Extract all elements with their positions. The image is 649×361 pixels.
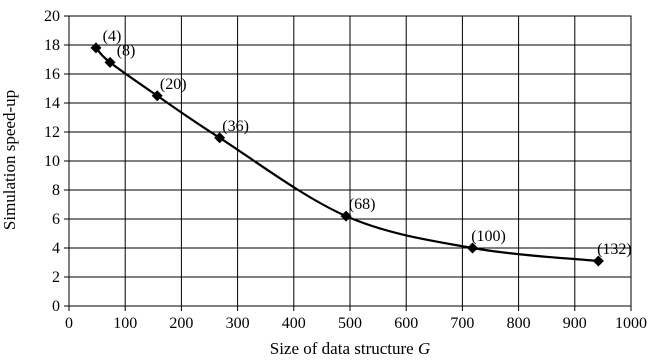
y-axis-title: Simulation speed-up [0, 90, 19, 230]
data-point-marker [104, 56, 116, 68]
series-line [95, 47, 599, 263]
x-tick-label: 0 [65, 315, 73, 332]
x-axis-title-italic: G [418, 339, 430, 358]
x-tick-label: 200 [169, 315, 193, 332]
y-tick-label: 6 [52, 211, 60, 228]
x-axis-title-text: Size of data structure [270, 339, 414, 358]
data-markers [90, 42, 604, 267]
y-tick-label: 12 [44, 124, 60, 141]
data-point-label: (4) [103, 28, 122, 45]
data-point-label: (68) [349, 196, 376, 213]
x-tick-label: 400 [282, 315, 306, 332]
x-tick-label: 1000 [615, 315, 647, 332]
data-labels: (4)(8) (20) (36) (68) (100) (132) [103, 28, 632, 258]
y-tick-label: 10 [44, 153, 60, 170]
x-tick-label: 300 [226, 315, 250, 332]
x-tick-label: 100 [113, 315, 137, 332]
x-tick-label: 900 [563, 315, 587, 332]
x-tick-label: 700 [450, 315, 474, 332]
grid [64, 15, 632, 311]
y-tick-label: 2 [52, 269, 60, 286]
x-tick-label: 800 [507, 315, 531, 332]
y-tick-label: 18 [44, 37, 60, 54]
x-axis-ticks: 0 100 200 300 400 500 600 700 800 900 1000 [65, 315, 647, 332]
y-tick-label: 20 [44, 8, 60, 25]
data-point-label: (36) [222, 118, 249, 135]
data-point-label: (100) [471, 228, 506, 245]
x-tick-label: 500 [338, 315, 362, 332]
y-tick-label: 14 [44, 95, 60, 112]
data-point-marker [340, 210, 352, 222]
data-point-marker [151, 90, 163, 102]
y-tick-label: 4 [52, 240, 60, 257]
y-tick-label: 16 [44, 66, 60, 83]
plot-frame [68, 15, 632, 307]
data-point-marker [592, 255, 604, 267]
data-point-label: (132) [597, 241, 632, 258]
y-axis-ticks: 0 2 4 6 8 10 12 14 16 18 20 [44, 8, 60, 315]
data-point-label: (20) [160, 76, 187, 93]
data-point-label: (8) [117, 42, 136, 59]
x-tick-label: 600 [394, 315, 418, 332]
data-point-marker [214, 132, 226, 144]
data-point-marker [467, 242, 479, 254]
y-tick-label: 0 [52, 298, 60, 315]
y-tick-label: 8 [52, 182, 60, 199]
x-axis-title: Size of data structure G [270, 339, 431, 358]
data-point-marker [90, 42, 102, 54]
